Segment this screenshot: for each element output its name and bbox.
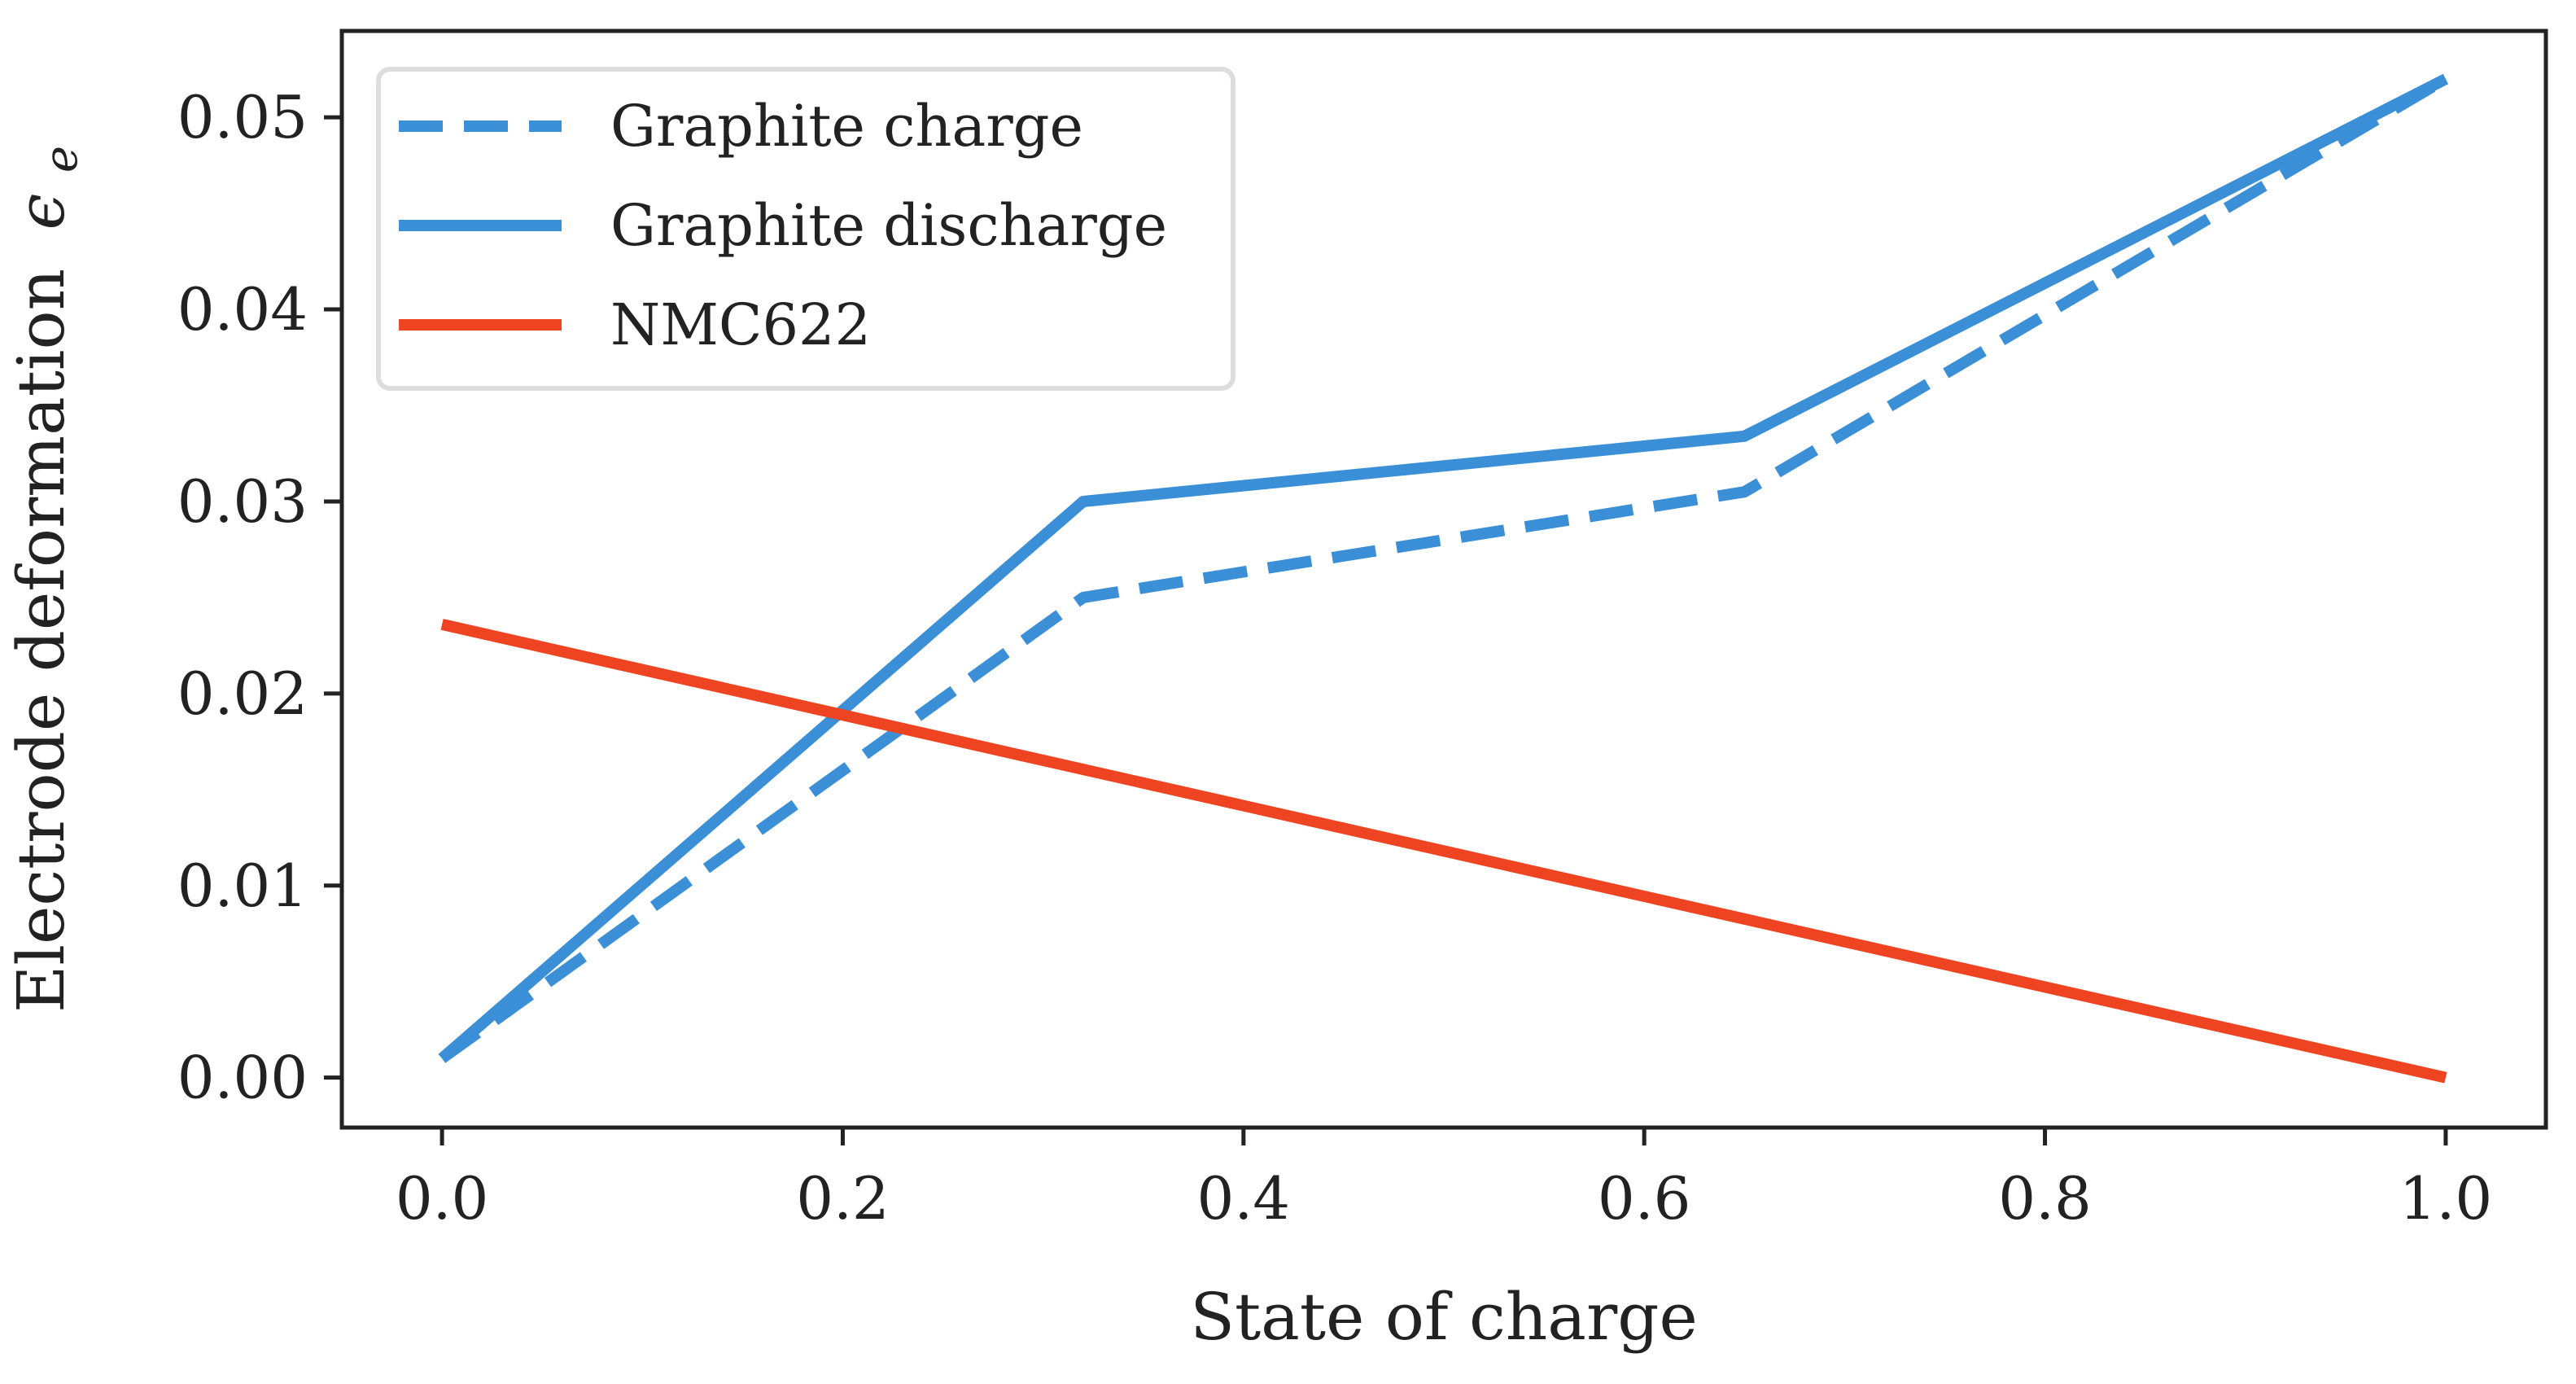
y-tick-label: 0.03 (177, 467, 308, 536)
series-layer (438, 73, 2449, 1084)
y-tick-label: 0.00 (177, 1044, 308, 1112)
legend-label: NMC622 (610, 291, 871, 358)
x-tick-label: 0.2 (796, 1164, 890, 1233)
legend-items: Graphite charge Graphite discharge NMC622 (399, 93, 1167, 358)
legend-label: Graphite discharge (610, 192, 1167, 259)
series-line-nmc622 (440, 619, 2447, 1084)
y-axis-title: Electrode deformation ϵ e (3, 146, 88, 1013)
y-tick-label: 0.04 (177, 275, 308, 344)
y-axis-title-text: Electrode deformation (3, 269, 79, 1013)
plot-frame (339, 28, 2548, 1130)
y-tick-label: 0.05 (177, 83, 308, 151)
y-axis-title-symbol: ϵ (3, 194, 79, 230)
x-tick-label: 1.0 (2399, 1164, 2493, 1233)
y-tick-label: 0.01 (177, 852, 308, 920)
legend: Graphite charge Graphite discharge NMC622 (376, 67, 1236, 391)
ticks-layer: 0.0 0.2 0.4 0.6 0.8 1.0 0.00 0.01 0.02 0.03 0.04 0.… (177, 83, 2492, 1233)
x-tick-label: 0.8 (1998, 1164, 2092, 1233)
series-line-graphite-discharge (438, 73, 2449, 1063)
x-tick-label: 0.4 (1197, 1164, 1291, 1233)
y-tick-label: 0.02 (177, 659, 308, 728)
legend-box (376, 67, 1236, 391)
x-tick-label: 0.6 (1598, 1164, 1691, 1233)
legend-label: Graphite charge (610, 93, 1083, 160)
y-axis-title-subscript: e (35, 146, 88, 173)
series-line-graphite-charge (439, 73, 2449, 1063)
x-axis-title: State of charge (1190, 1279, 1698, 1355)
x-tick-label: 0.0 (396, 1164, 489, 1233)
